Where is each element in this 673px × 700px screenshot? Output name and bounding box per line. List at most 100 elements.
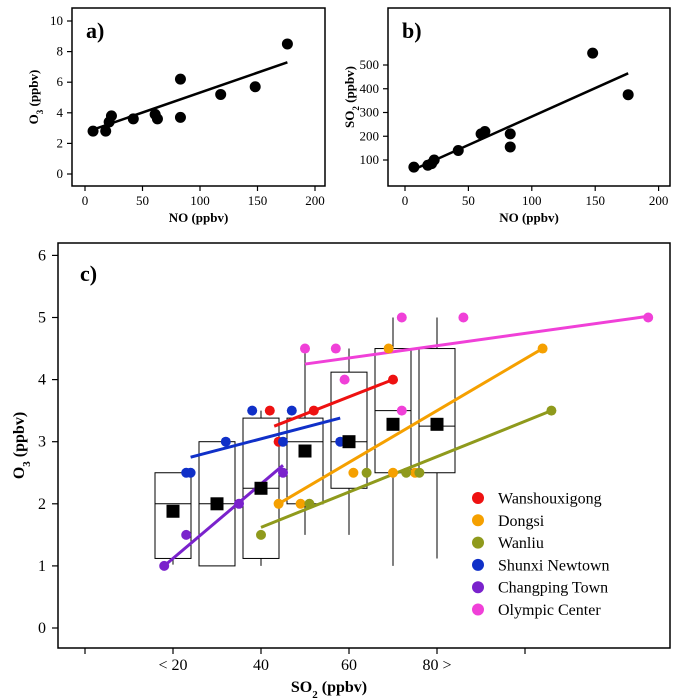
panel-c-point-wanliu (401, 467, 412, 478)
panel-c-point-shunxi-newtown (220, 436, 231, 447)
panel-c-point-changping-town (234, 498, 244, 509)
panel-b-xtick-label: 0 (402, 193, 409, 208)
panel-a-ytick-label: 0 (57, 166, 64, 181)
panel-a-xtick-label: 50 (136, 193, 149, 208)
panel-b-data-point (504, 128, 516, 140)
panel-a-xtick-label: 0 (82, 193, 89, 208)
panel-c-point-dongsi (348, 467, 359, 478)
panel-a-x-axis-label: NO (ppbv) (169, 210, 229, 225)
panel-b-data-point (479, 126, 491, 137)
panel-a-xtick-label: 200 (305, 193, 325, 208)
panel-a-data-point (249, 81, 261, 93)
panel-c-point-olympic-center (396, 405, 407, 416)
panel-c-xtick-label: 40 (253, 657, 269, 674)
panel-b-data-point (622, 89, 634, 101)
panel-b-ytick-label: 300 (360, 105, 380, 120)
panel-b-data-point (452, 145, 464, 156)
panel-c-point-wanliu (361, 467, 372, 478)
panel-c-point-changping-town (278, 467, 288, 478)
panel-b-data-point (587, 47, 599, 59)
panel-c-xtick-label: 60 (341, 657, 357, 674)
panel-a-ytick-label: 2 (57, 135, 64, 150)
panel-c-point-shunxi-newtown (247, 405, 258, 416)
panel-c-point-wanliu (546, 405, 557, 416)
panel-b-ytick-label: 500 (360, 57, 380, 72)
panel-b-frame (387, 7, 671, 187)
panel-c-ytick-label: 3 (38, 434, 46, 451)
panel-c-fit-line-shunxi-newtown (190, 416, 341, 459)
panel-c-point-olympic-center (396, 312, 407, 323)
panel-c-box-mean-marker (430, 417, 444, 431)
legend-marker (472, 492, 484, 504)
panel-b-fit-line (413, 72, 629, 171)
panel-b-data-point (504, 141, 516, 153)
panel-c-ytick-label: 2 (38, 496, 46, 513)
panel-a-fit-line (92, 61, 288, 131)
panel-b-xtick-label: 150 (585, 193, 605, 208)
panel-c-fit-line-dongsi (277, 347, 544, 506)
legend-marker (472, 514, 484, 527)
legend-marker (472, 536, 484, 549)
panel-c-point-wanshouxigong (264, 405, 275, 416)
panel-c-point-dongsi (537, 343, 548, 354)
panel-a-label: a) (86, 18, 104, 43)
legend-label: Wanliu (498, 535, 544, 552)
panel-c-point-shunxi-newtown (278, 436, 288, 447)
panel-a-ytick-label: 6 (57, 74, 64, 89)
panel-a-ytick-label: 10 (50, 13, 63, 28)
panel-a-frame (71, 7, 326, 187)
panel-c-box-mean-marker (386, 417, 400, 431)
legend-label: Changping Town (498, 580, 608, 597)
panel-c-point-changping-town (181, 529, 192, 540)
panel-a-data-point (100, 125, 112, 137)
panel-b-xtick-label: 100 (522, 193, 542, 208)
panel-c-label: c) (80, 261, 97, 286)
panel-c-box (330, 371, 368, 489)
panel-c-point-wanliu (414, 467, 425, 478)
panel-b-xtick-label: 200 (649, 193, 669, 208)
panel-a-data-point (151, 113, 163, 125)
panel-c-ytick-label: 6 (38, 247, 46, 264)
panel-c-fit-line-wanshouxigong (273, 378, 394, 428)
panel-c-y-axis-label: O3 (ppbv) (11, 412, 33, 479)
panel-a-data-point (87, 125, 99, 137)
panel-c-xtick-label: < 20 (158, 657, 187, 674)
panel-a-data-point (215, 88, 227, 100)
panel-c-ytick-label: 4 (38, 372, 46, 389)
panel-b-ytick-label: 200 (360, 128, 380, 143)
panel-c-fit-line-olympic-center (304, 314, 649, 366)
panel-a-data-point (174, 111, 186, 123)
panel-c-point-dongsi (295, 498, 306, 509)
panel-c-box-mean-marker (254, 481, 268, 495)
panel-b-x-axis-label: NO (ppbv) (499, 210, 559, 225)
panel-c-x-axis-label: SO2 (ppbv) (291, 679, 367, 700)
legend-marker (472, 603, 484, 616)
panel-c-point-olympic-center (458, 312, 469, 323)
panel-a-y-axis-label: O3 (ppbv) (26, 70, 45, 125)
legend-label: Shunxi Newtown (498, 557, 610, 574)
panel-c-point-olympic-center (643, 312, 654, 323)
panel-c-point-olympic-center (339, 374, 350, 385)
panel-a-xtick-label: 150 (248, 193, 268, 208)
panel-c-box-mean-marker (166, 504, 180, 518)
panel-c-point-wanshouxigong (388, 374, 398, 385)
panel-a-ytick-label: 8 (57, 44, 64, 59)
legend-label: Wanshouxigong (498, 491, 602, 508)
panel-b-data-point (408, 161, 420, 173)
panel-c-point-dongsi (388, 467, 398, 478)
panel-b-y-axis-label: SO2 (ppbv) (342, 66, 361, 128)
panel-c-point-shunxi-newtown (286, 405, 297, 416)
panel-c-point-shunxi-newtown (185, 467, 196, 478)
panel-c-point-olympic-center (330, 343, 341, 354)
panel-a-data-point (281, 38, 293, 50)
panel-c-box-mean-marker (298, 444, 312, 458)
legend-label: Olympic Center (498, 602, 601, 619)
panel-c-point-olympic-center (300, 343, 310, 354)
panel-c-point-dongsi (383, 343, 394, 354)
panel-c-box-mean-marker (210, 497, 224, 511)
panel-b-xtick-label: 50 (462, 193, 475, 208)
panel-c-point-wanliu (304, 498, 315, 509)
legend-label: Dongsi (498, 513, 545, 530)
panel-c-point-changping-town (159, 560, 170, 571)
